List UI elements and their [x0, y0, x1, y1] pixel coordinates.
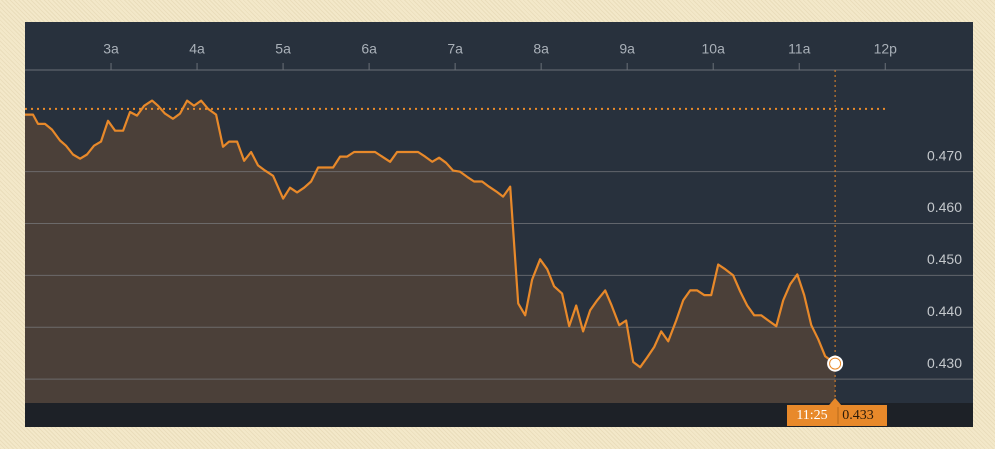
y-tick-label: 0.440 — [927, 303, 962, 319]
y-tick-label: 0.470 — [927, 147, 962, 163]
x-tick-label: 3a — [103, 41, 119, 57]
x-tick-label: 9a — [619, 41, 635, 57]
x-tick-label: 6a — [361, 41, 377, 57]
current-point-inner — [830, 358, 841, 369]
x-tick-label: 5a — [275, 41, 291, 57]
label-pointer — [829, 398, 842, 405]
time-label-box — [787, 405, 887, 426]
x-tick-label: 4a — [189, 41, 205, 57]
y-tick-label: 0.430 — [927, 355, 962, 371]
price-line — [25, 99, 836, 369]
x-tick-label: 12p — [874, 41, 898, 57]
current-value-label: 0.433 — [842, 408, 874, 423]
x-tick-label: 7a — [447, 41, 463, 57]
x-tick-label: 11a — [788, 41, 811, 57]
current-time-label: 11:25 — [796, 408, 827, 423]
y-tick-label: 0.460 — [927, 199, 962, 215]
x-tick-label: 8a — [533, 41, 549, 57]
y-tick-label: 0.450 — [927, 251, 962, 267]
x-tick-label: 10a — [702, 41, 726, 57]
